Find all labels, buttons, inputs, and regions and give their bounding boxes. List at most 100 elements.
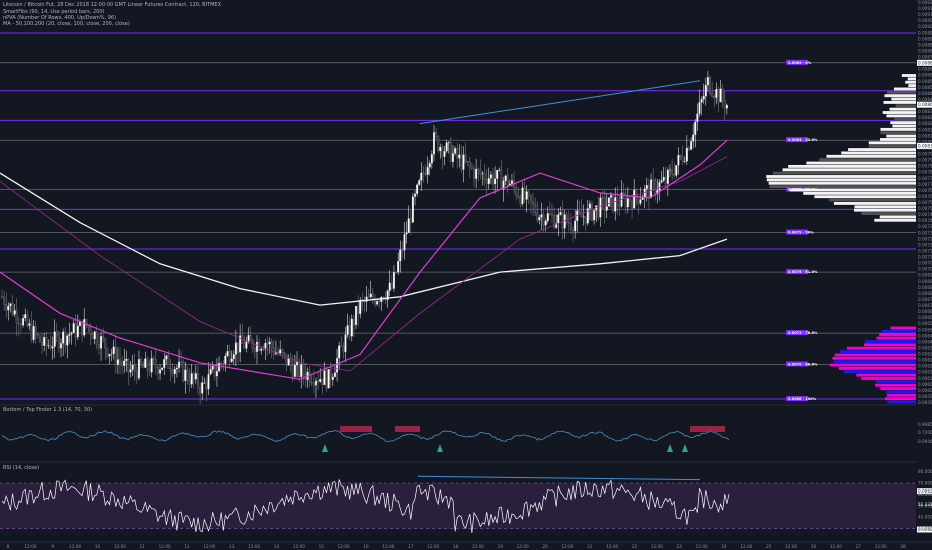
price-tick-label: 0.00815 — [918, 127, 932, 132]
volume-profile-row — [889, 107, 916, 111]
candle-body — [215, 371, 218, 377]
volume-profile-row — [833, 360, 916, 364]
price-tick-label: 0.00595 — [918, 394, 932, 399]
candle-body — [548, 213, 551, 215]
price-tick-label: 0.00855 — [918, 79, 932, 84]
volume-profile-row — [892, 124, 916, 128]
candle-body — [711, 93, 714, 97]
candle-body — [458, 154, 461, 159]
candle-body — [237, 342, 240, 353]
rsi-current-label: 51.2315 — [918, 502, 932, 507]
candle-body — [146, 358, 149, 370]
candle-body — [430, 154, 433, 164]
candle-body — [243, 343, 246, 349]
price-tick-label: 0.00765 — [918, 188, 932, 193]
candle-body — [401, 249, 404, 251]
volume-profile-row — [887, 90, 916, 94]
price-highlight-bg — [917, 101, 932, 108]
time-tick-label: 17 — [408, 544, 414, 549]
candle-body — [432, 132, 435, 155]
candle-body — [466, 161, 469, 163]
candle-body — [519, 197, 522, 205]
candle-body — [321, 379, 324, 385]
fib-levels: 0.0089 · 0%0.0084 · 23.6%0.0081 · 38.2%0… — [0, 32, 916, 402]
volume-profile-row — [886, 134, 916, 138]
candle-body — [637, 197, 640, 204]
candle-body — [578, 210, 581, 213]
osc-tick-label: 0.9985 — [918, 422, 932, 427]
oscillator-bottom-marker — [437, 444, 443, 452]
candle-body — [700, 99, 703, 103]
volume-profile-row — [803, 191, 916, 195]
oscillator-top-zone — [690, 426, 725, 432]
candle-body — [715, 89, 718, 98]
candle-body — [536, 212, 539, 221]
time-tick-label: 12:00 — [561, 544, 573, 549]
indicator-legend-2: nPVA (Number Of Rows, 400, Up/Down%, 96) — [3, 15, 117, 21]
candle-body — [112, 346, 115, 354]
volume-profile-row — [834, 353, 916, 357]
time-tick-label: 21 — [587, 544, 593, 549]
candle-body — [460, 154, 463, 170]
volume-profile-row — [876, 380, 916, 384]
candle-body — [504, 175, 507, 181]
candle-body — [251, 339, 254, 349]
candle-body — [470, 166, 473, 169]
volume-profile-row — [891, 97, 916, 101]
candle-body — [213, 365, 216, 377]
rsi-pane — [0, 461, 916, 533]
candle-body — [723, 100, 726, 109]
rsi-band — [0, 483, 916, 529]
candle-body — [521, 187, 524, 205]
candle-body — [534, 204, 537, 214]
volume-profile-row — [886, 114, 916, 118]
candle-body — [131, 365, 134, 370]
time-tick-label: 12:00 — [785, 544, 797, 549]
time-tick-label: 19 — [498, 544, 504, 549]
candle-body — [565, 214, 568, 223]
time-tick-label: 12 — [184, 544, 190, 549]
candle-body — [591, 203, 594, 221]
price-highlight-label: 0.006039 — [918, 527, 932, 532]
rsi-tick-label: 60.0000 — [918, 492, 932, 497]
ma-200-line — [0, 172, 728, 306]
candle-body — [439, 147, 442, 152]
candle-body — [388, 282, 391, 291]
candle-body — [593, 210, 596, 221]
volume-profile-row — [861, 212, 916, 215]
candle-body — [635, 189, 638, 198]
candle-body — [666, 169, 669, 184]
candle-body — [291, 365, 294, 377]
candle-body — [327, 369, 330, 389]
candle-body — [220, 363, 223, 364]
candle-body — [135, 370, 138, 379]
volume-profile-row — [874, 383, 916, 387]
candle-body — [178, 361, 181, 368]
time-tick-label: 23 — [677, 544, 683, 549]
candle-body — [392, 272, 395, 289]
candle-body — [588, 203, 591, 209]
volume-profile-row — [789, 188, 916, 192]
candle-body — [28, 323, 31, 326]
candle-body — [454, 148, 457, 154]
price-trendline-shadow — [417, 80, 701, 124]
candle-body — [435, 132, 438, 137]
price-highlight-bg — [917, 488, 932, 495]
indicator-legend-1: SmartFibs (90, 14, Use period bars, 200) — [3, 9, 105, 15]
candle-body — [538, 217, 541, 221]
candle-body — [424, 173, 427, 175]
price-tick-label: 0.00865 — [918, 67, 932, 72]
candle-body — [422, 172, 425, 174]
price-tick-label: 0.00825 — [918, 115, 932, 120]
candle-body — [696, 113, 699, 122]
candle-body — [702, 96, 705, 100]
candle-body — [317, 380, 320, 382]
candle-body — [418, 180, 421, 185]
candle-body — [395, 272, 398, 273]
candle-body — [140, 359, 143, 366]
candle-body — [664, 176, 667, 184]
candle-body — [639, 199, 642, 204]
